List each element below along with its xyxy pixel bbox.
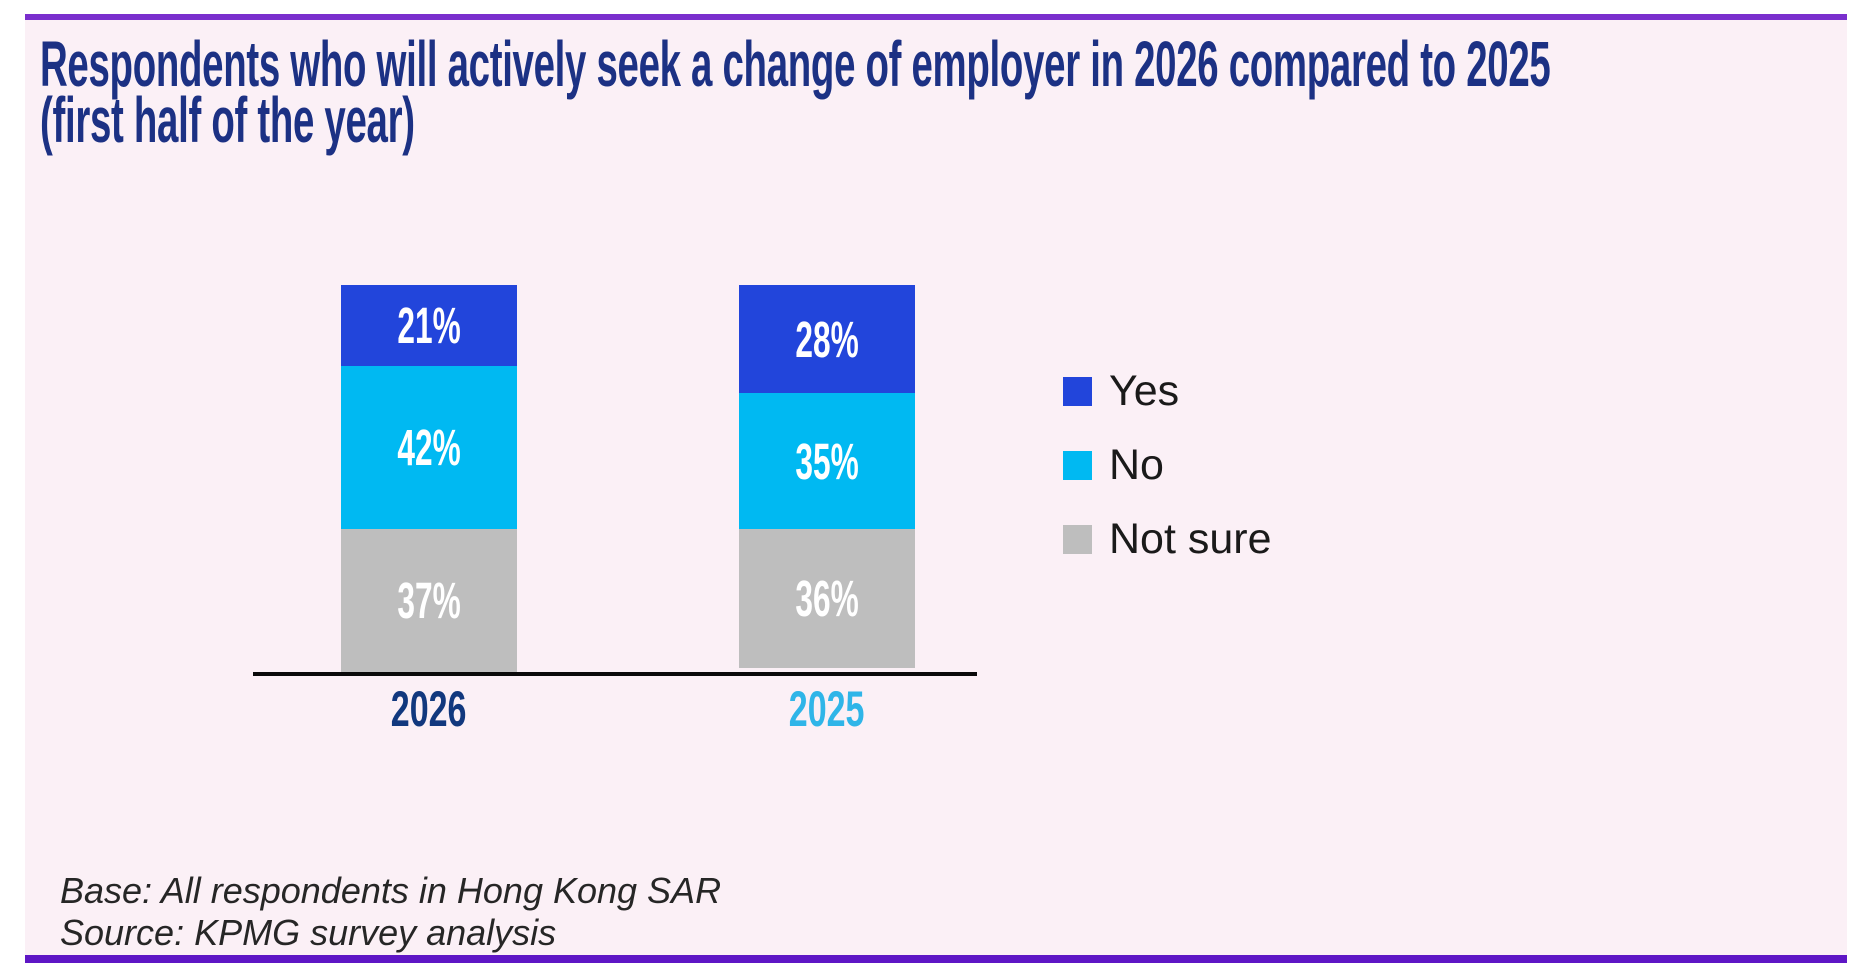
stacked-bar-chart: 21% 42% 37% 28% 35% 36% 2026 2025 Yes No Not s… [25,14,1847,963]
page-title-line2: (first half of the year) [40,84,415,156]
page-title-line1: Respondents who will actively seek a cha… [40,28,1551,100]
bar-segment-yes-2025: 28% [739,285,915,394]
legend-swatch-no [1063,450,1092,480]
top-accent-bar [25,14,1847,20]
bar-value-label: 35% [795,432,859,490]
bar-value-label: 28% [795,310,859,368]
chart-card: Respondents who will actively seek a cha… [25,14,1847,963]
bar-group-2025: 28% 35% 36% [739,285,915,672]
x-axis-label-2025: 2025 [739,681,915,737]
bar-segment-no-2025: 35% [739,393,915,529]
legend-label: No [1109,441,1164,489]
legend-swatch-not-sure [1063,524,1092,554]
legend-label: Yes [1109,367,1180,415]
bar-value-label: 37% [397,571,461,629]
legend-swatch-yes [1063,376,1092,406]
bar-segment-not-sure-2026: 37% [341,528,517,672]
footnote-base: Base: All respondents in Hong Kong SAR [60,870,722,911]
bottom-accent-bar [25,955,1847,963]
x-axis-line [253,672,977,676]
bar-segment-yes-2026: 21% [341,285,517,367]
x-axis-label-2026: 2026 [341,681,517,737]
bar-segment-not-sure-2025: 36% [739,528,915,669]
bar-segment-no-2026: 42% [341,366,517,529]
legend-item-not-sure: Not sure [1063,514,1272,564]
x-axis-label-text: 2026 [391,681,467,737]
bar-value-label: 42% [397,419,461,477]
legend-item-no: No [1063,440,1272,490]
bar-value-label: 36% [795,569,859,627]
chart-legend: Yes No Not sure [1063,366,1272,588]
page-title: Respondents who will actively seek a cha… [40,28,1551,156]
bar-group-2026: 21% 42% 37% [341,285,517,672]
x-axis-label-text: 2025 [789,681,865,737]
footnote-source: Source: KPMG survey analysis [60,912,557,953]
legend-label: Not sure [1109,515,1272,563]
legend-item-yes: Yes [1063,366,1272,416]
bar-value-label: 21% [397,297,461,355]
footnotes: Base: All respondents in Hong Kong SAR S… [60,870,721,954]
